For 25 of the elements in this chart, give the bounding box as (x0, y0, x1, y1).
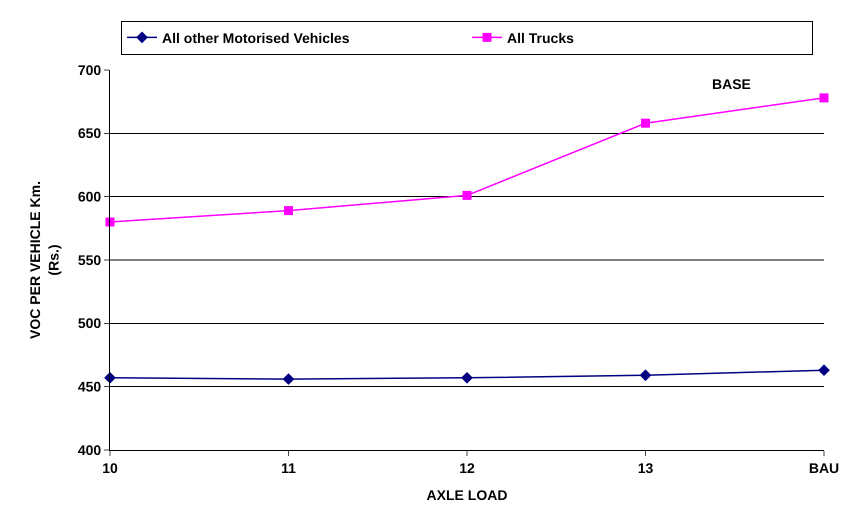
point (284, 206, 293, 216)
point (461, 372, 473, 384)
y-tick-label: 600 (78, 188, 102, 205)
y-axis-title: VOC PER VEHICLE Km. (Rs.) (27, 181, 62, 339)
y-tick-label: 400 (78, 442, 102, 458)
x-tick-label: 13 (638, 460, 654, 476)
point (640, 369, 652, 382)
y-tick-label: 550 (78, 252, 102, 268)
y-tick-label: 500 (78, 315, 102, 332)
x-tick-label: 10 (102, 460, 118, 476)
x-axis-title: AXLE LOAD (426, 487, 508, 504)
y-tick-label: 700 (78, 62, 102, 78)
point (818, 364, 830, 376)
legend-label: All Trucks (507, 30, 574, 46)
legend-label: All other Motorised Vehicles (162, 30, 350, 46)
y-tick-label: 650 (78, 125, 102, 142)
point (282, 373, 294, 385)
x-tick-label: BAU (808, 460, 840, 476)
x-tick-label: 11 (281, 460, 296, 476)
point (820, 93, 828, 102)
x-tick-label: 12 (459, 460, 475, 476)
point (641, 118, 650, 128)
point (462, 190, 472, 200)
annotation: BASE (712, 76, 751, 92)
y-tick-label: 450 (78, 378, 102, 395)
